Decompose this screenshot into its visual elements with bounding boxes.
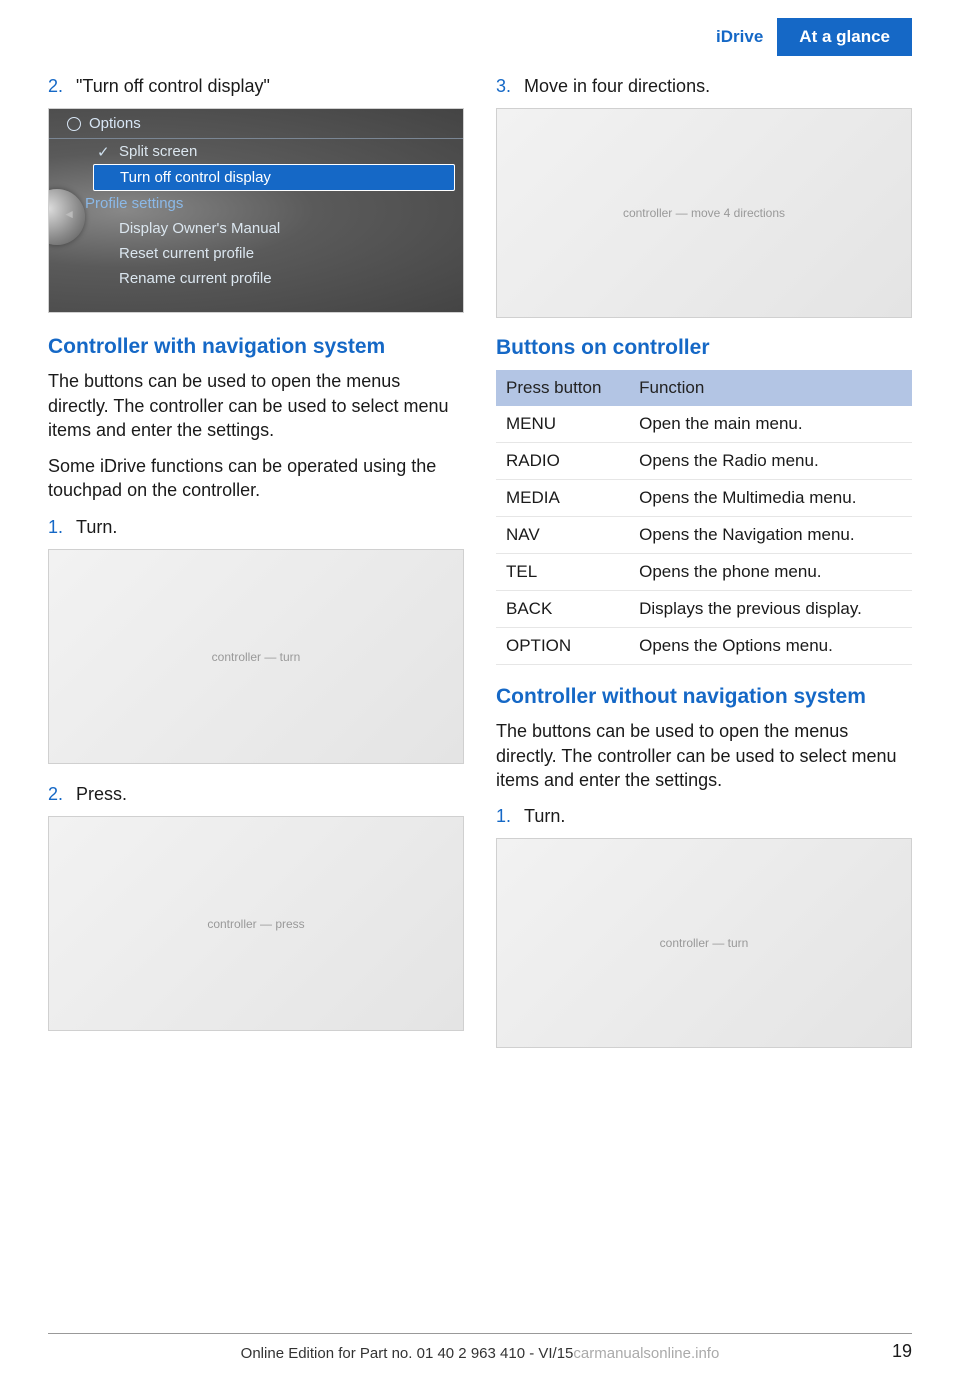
- step-text: Turn.: [524, 804, 912, 828]
- right-column: 3. Move in four directions. controller —…: [496, 74, 912, 1066]
- paragraph: Some iDrive functions can be operated us…: [48, 454, 464, 503]
- step-number: 1.: [48, 515, 76, 539]
- heading-buttons-on-controller: Buttons on controller: [496, 336, 912, 360]
- step-text: Turn.: [76, 515, 464, 539]
- menu-title: Options: [89, 115, 141, 132]
- header-tabs: iDrive At a glance: [48, 18, 912, 56]
- page-number: 19: [892, 1341, 912, 1362]
- step-text: Move in four directions.: [524, 74, 912, 98]
- table-row: BACKDisplays the previous display.: [496, 591, 912, 628]
- buttons-table: Press button Function MENUOpen the main …: [496, 370, 912, 665]
- step-2-press: 2. Press.: [48, 782, 464, 806]
- step-3-move: 3. Move in four directions.: [496, 74, 912, 98]
- gear-icon: [67, 117, 81, 131]
- table-row: OPTIONOpens the Options menu.: [496, 628, 912, 665]
- menu-item-owners-manual: Display Owner's Manual: [49, 216, 463, 241]
- table-row: RADIOOpens the Radio menu.: [496, 443, 912, 480]
- idrive-options-menu-screenshot: Options Split screen Turn off control di…: [48, 108, 464, 313]
- table-header-function: Function: [629, 370, 912, 406]
- table-row: TELOpens the phone menu.: [496, 554, 912, 591]
- table-row: NAVOpens the Navigation menu.: [496, 517, 912, 554]
- table-row: MEDIAOpens the Multimedia menu.: [496, 480, 912, 517]
- step-text: Press.: [76, 782, 464, 806]
- illustration-controller-press: controller — press: [48, 816, 464, 1031]
- table-header-press-button: Press button: [496, 370, 629, 406]
- step-1-turn-nonav: 1. Turn.: [496, 804, 912, 828]
- menu-item-split-screen: Split screen: [49, 139, 463, 164]
- menu-item-reset-profile: Reset current profile: [49, 241, 463, 266]
- step-number: 2.: [48, 782, 76, 806]
- tab-idrive: iDrive: [702, 18, 777, 56]
- step-text: "Turn off control display": [76, 74, 464, 98]
- heading-controller-without-nav: Controller without navigation system: [496, 685, 912, 709]
- paragraph: The buttons can be used to open the menu…: [496, 719, 912, 792]
- step-number: 1.: [496, 804, 524, 828]
- illustration-controller-move: controller — move 4 directions: [496, 108, 912, 318]
- heading-controller-with-nav: Controller with navigation system: [48, 335, 464, 359]
- footer-edition-text: Online Edition for Part no. 01 40 2 963 …: [241, 1345, 574, 1362]
- footer: Online Edition for Part no. 01 40 2 963 …: [0, 1345, 960, 1362]
- step-number: 3.: [496, 74, 524, 98]
- illustration-controller-turn-nonav: controller — turn: [496, 838, 912, 1048]
- paragraph: The buttons can be used to open the menu…: [48, 369, 464, 442]
- menu-section-profile: Profile settings: [49, 191, 463, 216]
- menu-item-rename-profile: Rename current profile: [49, 266, 463, 291]
- step-number: 2.: [48, 74, 76, 98]
- left-column: 2. "Turn off control display" Options Sp…: [48, 74, 464, 1066]
- tab-at-a-glance: At a glance: [777, 18, 912, 56]
- step-2: 2. "Turn off control display": [48, 74, 464, 98]
- menu-item-turn-off-display: Turn off control display: [93, 164, 455, 191]
- footer-divider: [48, 1333, 912, 1334]
- watermark: carmanualsonline.info: [573, 1345, 719, 1362]
- table-row: MENUOpen the main menu.: [496, 406, 912, 443]
- step-1-turn: 1. Turn.: [48, 515, 464, 539]
- illustration-controller-turn: controller — turn: [48, 549, 464, 764]
